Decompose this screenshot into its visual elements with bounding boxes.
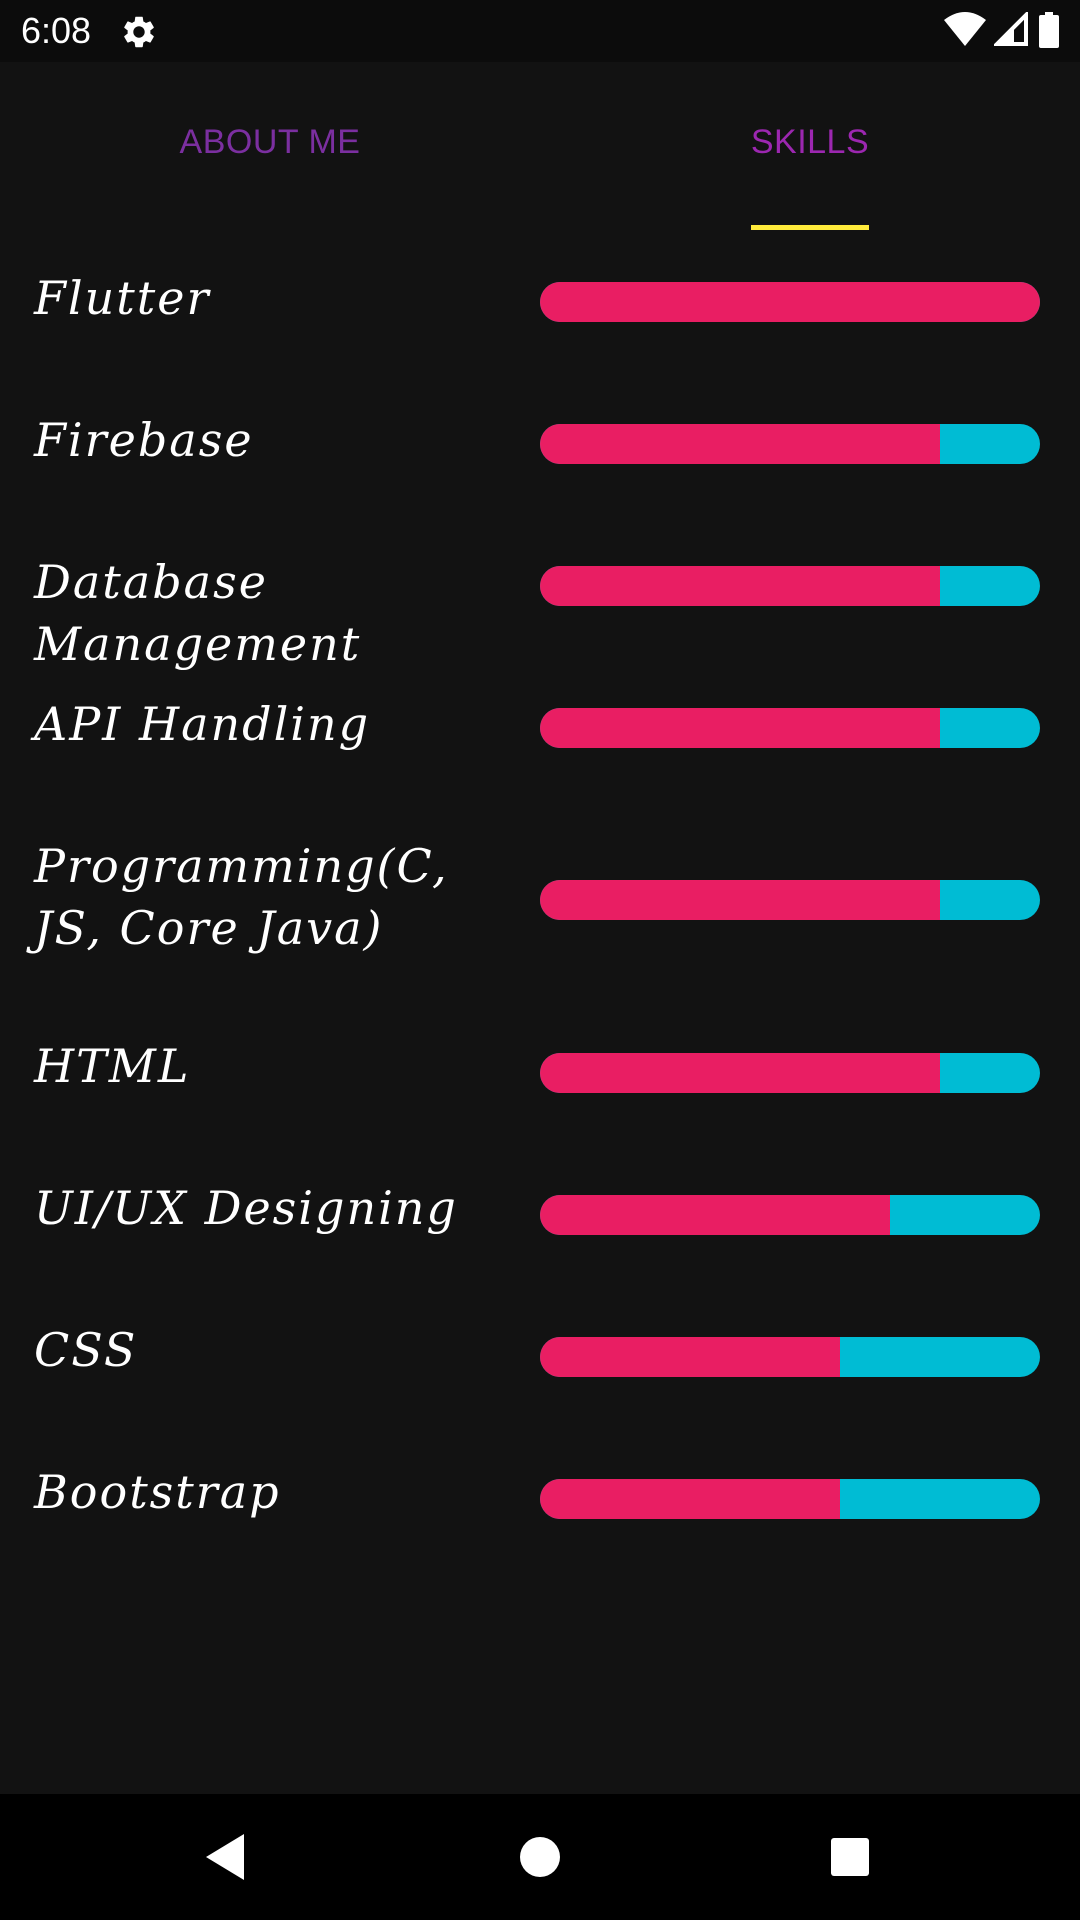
skill-name: Firebase: [34, 413, 254, 467]
skill-progress-bar: [540, 1479, 1040, 1519]
skill-progress-fill: [540, 424, 940, 464]
tab-bar: ABOUT ME SKILLS: [0, 62, 1080, 232]
skill-progress-fill: [540, 880, 940, 920]
skill-name: Database Management: [34, 555, 362, 671]
skill-progress-bar: [540, 1053, 1040, 1093]
skill-name: HTML: [34, 1039, 191, 1093]
skill-progress-fill: [540, 1479, 840, 1519]
skill-progress-bar: [540, 1195, 1040, 1235]
status-time: 6:08: [21, 10, 92, 51]
skill-name: API Handling: [34, 697, 371, 751]
skill-progress-bar: [540, 282, 1040, 322]
skill-name: Flutter: [34, 271, 211, 325]
skill-progress-fill: [540, 1195, 890, 1235]
tab-indicator: [751, 225, 869, 230]
signal-icon: [994, 12, 1028, 46]
status-icons: [944, 12, 1064, 52]
skill-name: Bootstrap: [34, 1465, 281, 1519]
tab-skills[interactable]: SKILLS: [540, 62, 1080, 232]
skill-name: Programming(C, JS, Core Java): [34, 839, 449, 955]
skill-progress-bar: [540, 1337, 1040, 1377]
recents-icon[interactable]: [817, 1824, 883, 1890]
skill-progress-bar: [540, 880, 1040, 920]
skill-progress-bar: [540, 566, 1040, 606]
battery-icon: [1039, 12, 1059, 48]
skill-progress-fill: [540, 1337, 840, 1377]
skill-progress-bar: [540, 708, 1040, 748]
settings-gear-icon: [124, 16, 154, 48]
skill-progress-fill: [540, 1053, 940, 1093]
skill-progress-fill: [540, 282, 1040, 322]
tab-about-me-label: ABOUT ME: [179, 123, 361, 161]
tab-skills-label: SKILLS: [750, 123, 870, 161]
wifi-icon: [944, 12, 986, 46]
skill-progress-bar: [540, 424, 1040, 464]
back-icon[interactable]: [192, 1824, 258, 1890]
skill-progress-fill: [540, 708, 940, 748]
skill-progress-fill: [540, 566, 940, 606]
navigation-bar: [0, 1794, 1080, 1920]
skill-name: UI/UX Designing: [34, 1181, 458, 1235]
status-bar: 6:08: [0, 0, 1080, 62]
home-icon[interactable]: [507, 1824, 573, 1890]
tab-about-me[interactable]: ABOUT ME: [0, 62, 540, 232]
skill-name: CSS: [34, 1323, 138, 1377]
